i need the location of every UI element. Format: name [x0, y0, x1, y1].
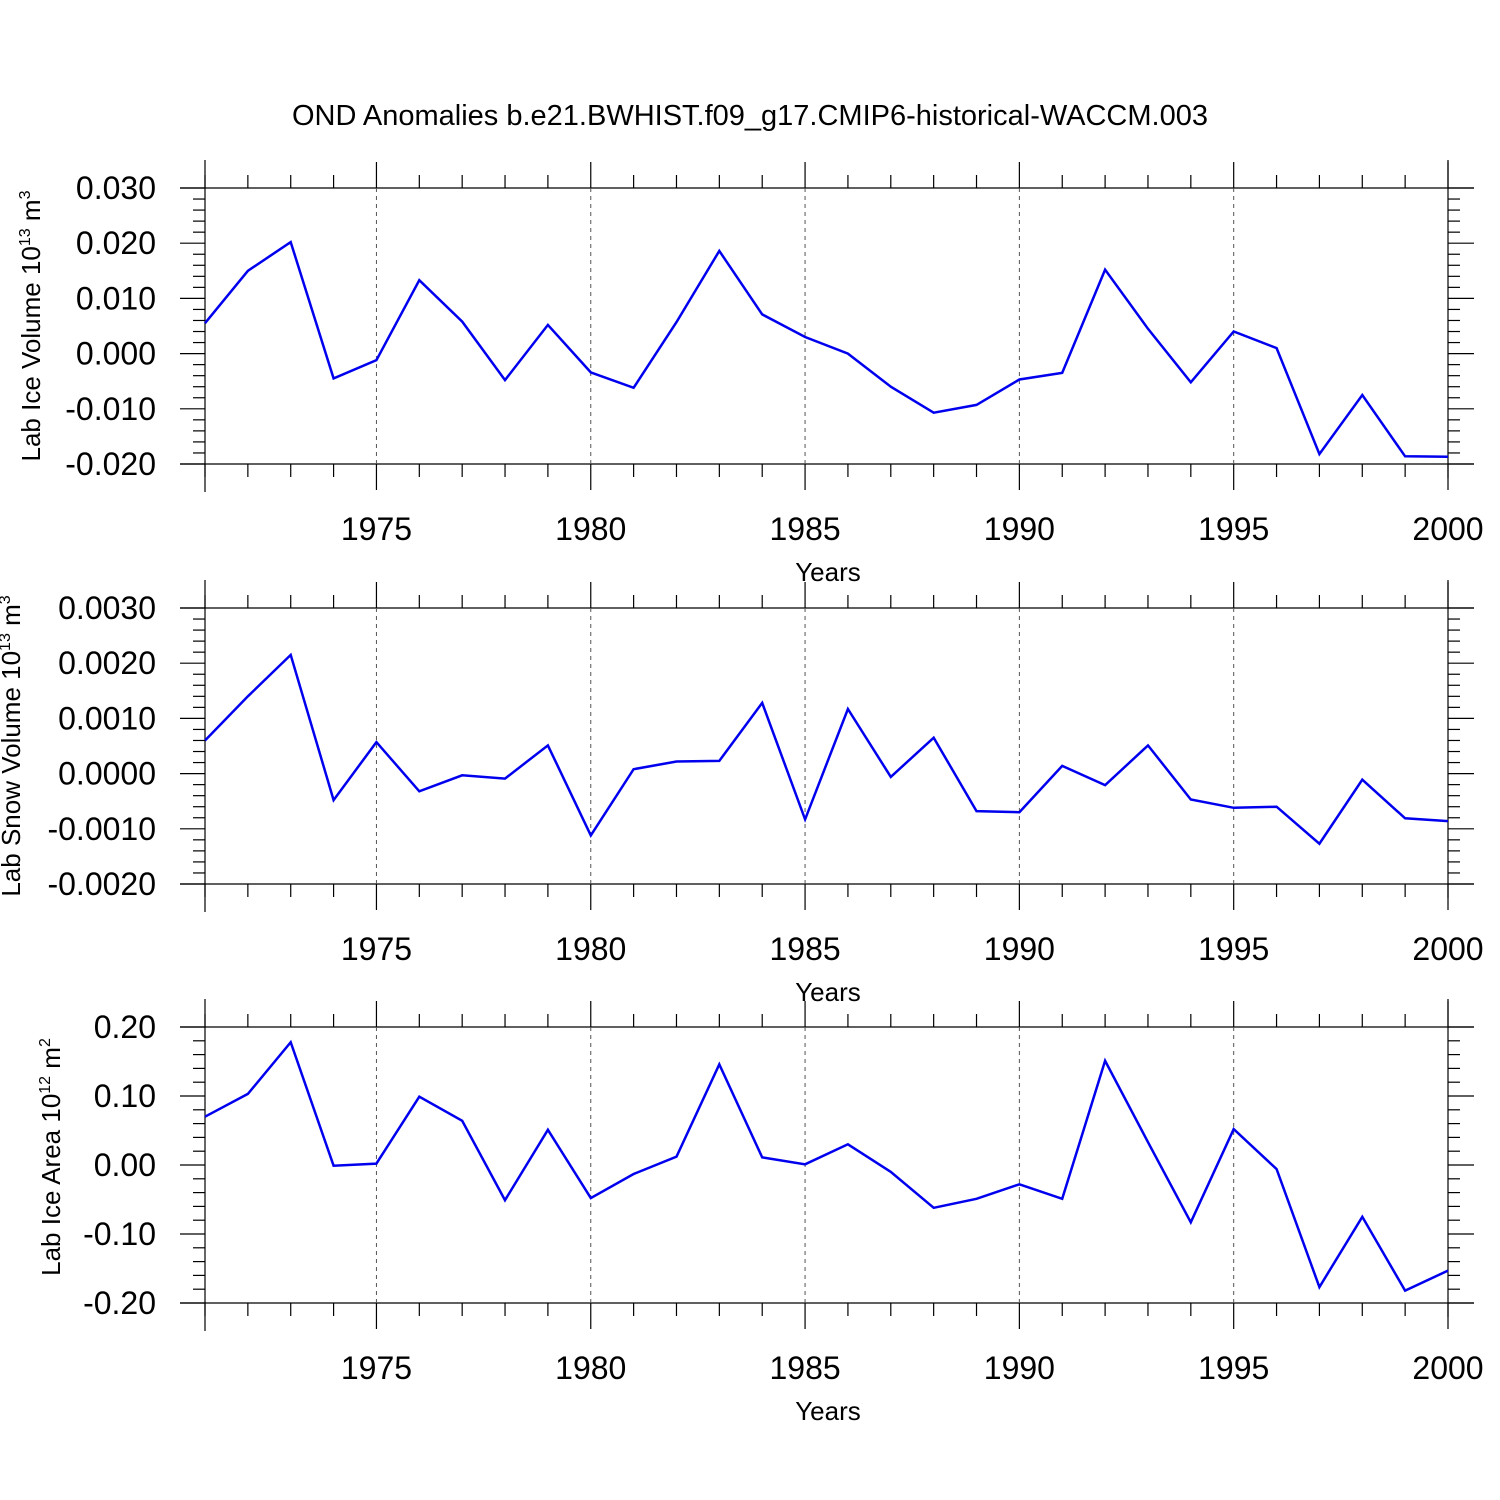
- x-tick-label: 1980: [555, 511, 626, 547]
- y-axis-label-text: Lab Ice Volume 10: [16, 246, 46, 461]
- x-tick-label: 1975: [341, 1350, 412, 1386]
- y-tick-label: -0.020: [65, 446, 156, 482]
- x-tick-label: 2000: [1412, 511, 1483, 547]
- y-tick-label: -0.0020: [47, 866, 156, 902]
- x-tick-label: 1985: [769, 511, 840, 547]
- ice-volume-panel: -0.020 -0.010 0.000 0.010 0.020 0.030 1975 1980…: [16, 160, 1484, 587]
- x-tick-label: 1975: [341, 511, 412, 547]
- y-tick-label: 0.20: [94, 1009, 156, 1045]
- y-axis-label-unit-exponent: 3: [0, 595, 14, 604]
- y-tick-label: 0.00: [94, 1147, 156, 1183]
- x-tick-label: 1980: [555, 931, 626, 967]
- x-tick-label: 1985: [769, 931, 840, 967]
- x-tick-label: 1990: [984, 931, 1055, 967]
- y-tick-label: 0.10: [94, 1078, 156, 1114]
- x-tick-label: 2000: [1412, 1350, 1483, 1386]
- y-axis-label: Lab Ice Area 1012 m2: [36, 1038, 66, 1276]
- y-axis-label-text: Lab Ice Area 10: [36, 1094, 66, 1276]
- series-line: [204, 240, 1449, 459]
- y-axis-label-unit: m: [36, 1047, 66, 1076]
- y-axis-label-unit-exponent: 2: [37, 1038, 54, 1047]
- series-line: [204, 652, 1449, 846]
- series-line: [204, 1039, 1449, 1293]
- y-tick-label: 0.0030: [58, 590, 156, 626]
- y-axis-label-exponent: 13: [0, 633, 14, 651]
- x-axis-label: Years: [795, 977, 861, 1007]
- x-tick-label: 1985: [769, 1350, 840, 1386]
- y-tick-label: -0.20: [83, 1285, 156, 1321]
- y-axis-label-unit: m: [0, 604, 26, 633]
- y-tick-label: 0.0010: [58, 700, 156, 736]
- y-tick-label: 0.030: [76, 170, 156, 206]
- ice-area-panel: -0.20 -0.10 0.00 0.10 0.20 1975 1980 1985 1990 19…: [36, 999, 1484, 1426]
- y-axis-label-text: Lab Snow Volume 10: [0, 651, 26, 897]
- x-axis-label: Years: [795, 1396, 861, 1426]
- snow-volume-panel: -0.0020 -0.0010 0.0000 0.0010 0.0020 0.0030 19…: [0, 580, 1484, 1007]
- y-axis-label-unit: m: [16, 199, 46, 228]
- y-axis-label-unit-exponent: 3: [17, 190, 34, 199]
- y-tick-label: 0.0000: [58, 756, 156, 792]
- x-tick-label: 2000: [1412, 931, 1483, 967]
- x-axis-label: Years: [795, 557, 861, 587]
- y-tick-label: 0.020: [76, 225, 156, 261]
- x-tick-label: 1980: [555, 1350, 626, 1386]
- x-tick-label: 1990: [984, 1350, 1055, 1386]
- y-axis-label: Lab Ice Volume 1013 m3: [16, 190, 46, 461]
- y-tick-label: 0.000: [76, 336, 156, 372]
- y-axis-label-exponent: 13: [17, 228, 34, 246]
- x-tick-label: 1995: [1198, 1350, 1269, 1386]
- x-tick-label: 1995: [1198, 931, 1269, 967]
- x-tick-label: 1975: [341, 931, 412, 967]
- figure-title: OND Anomalies b.e21.BWHIST.f09_g17.CMIP6…: [292, 100, 1208, 132]
- y-tick-label: 0.010: [76, 280, 156, 316]
- y-tick-label: -0.010: [65, 391, 156, 427]
- y-axis-label-exponent: 12: [37, 1076, 54, 1094]
- y-axis-label: Lab Snow Volume 1013 m3: [0, 595, 26, 896]
- y-tick-label: 0.0020: [58, 645, 156, 681]
- y-tick-label: -0.10: [83, 1216, 156, 1252]
- y-tick-label: -0.0010: [47, 811, 156, 847]
- x-tick-label: 1990: [984, 511, 1055, 547]
- x-tick-label: 1995: [1198, 511, 1269, 547]
